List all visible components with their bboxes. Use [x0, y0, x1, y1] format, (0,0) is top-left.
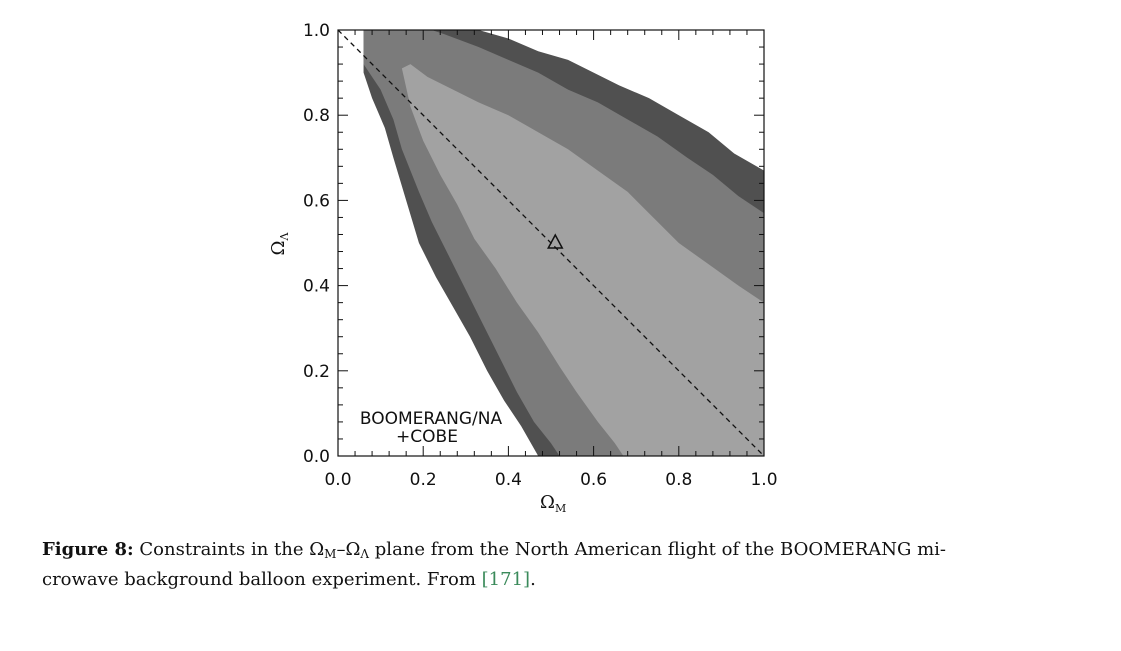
caption-label: Figure 8: — [42, 539, 134, 560]
x-axis-label: ΩM — [540, 492, 566, 515]
y-tick-label: 1.0 — [303, 21, 330, 41]
caption-dash: – — [336, 539, 346, 560]
caption-text-1: Constraints in the — [133, 539, 310, 560]
caption-omega-m: Ω — [309, 539, 325, 560]
y-tick-label: 0.0 — [303, 447, 330, 467]
axis-ticks — [337, 29, 765, 457]
y-axis-label-sub: Λ — [278, 232, 291, 242]
x-tick-label: 1.0 — [750, 470, 777, 490]
caption-end: . — [530, 569, 536, 590]
y-tick-label: 0.4 — [303, 277, 330, 297]
x-axis-label-main: Ω — [540, 492, 555, 513]
y-axis-label-main: Ω — [268, 241, 289, 256]
caption-sub-m: M — [324, 547, 337, 561]
x-axis-label-sub: M — [555, 502, 566, 515]
figure-caption: Figure 8: Constraints in the ΩM–ΩΛ plane… — [42, 537, 1032, 593]
y-axis-label: ΩΛ — [268, 232, 291, 256]
y-tick-labels: 0.0 0.2 0.4 0.6 0.8 1.0 — [303, 21, 330, 467]
contour-plot: 0.0 0.2 0.4 0.6 0.8 1.0 0.0 0.2 0.4 0.6 0.8 1.0 BO… — [268, 21, 778, 515]
caption-line-2: crowave background balloon experiment. F… — [42, 569, 482, 590]
x-tick-labels: 0.0 0.2 0.4 0.6 0.8 1.0 — [324, 470, 777, 490]
citation-link[interactable]: [171] — [481, 569, 531, 590]
y-tick-label: 0.6 — [303, 191, 330, 211]
y-tick-label: 0.2 — [303, 362, 330, 382]
x-tick-label: 0.8 — [665, 470, 692, 490]
best-fit-triangle-marker — [547, 233, 564, 249]
x-tick-label: 0.6 — [580, 470, 607, 490]
caption-sub-lambda: Λ — [360, 547, 370, 561]
caption-text-2: plane from the North American flight of … — [369, 539, 947, 560]
annotation-line-1: BOOMERANG/NA — [360, 409, 503, 429]
annotation-line-2: +COBE — [396, 427, 458, 447]
contour-layer — [363, 30, 764, 456]
x-tick-label: 0.0 — [324, 470, 351, 490]
contour-inner — [401, 64, 764, 456]
x-tick-label: 0.2 — [410, 470, 437, 490]
caption-omega-lambda: Ω — [345, 539, 361, 560]
y-tick-label: 0.8 — [303, 106, 330, 126]
x-tick-label: 0.4 — [495, 470, 522, 490]
plot-frame — [337, 29, 765, 457]
